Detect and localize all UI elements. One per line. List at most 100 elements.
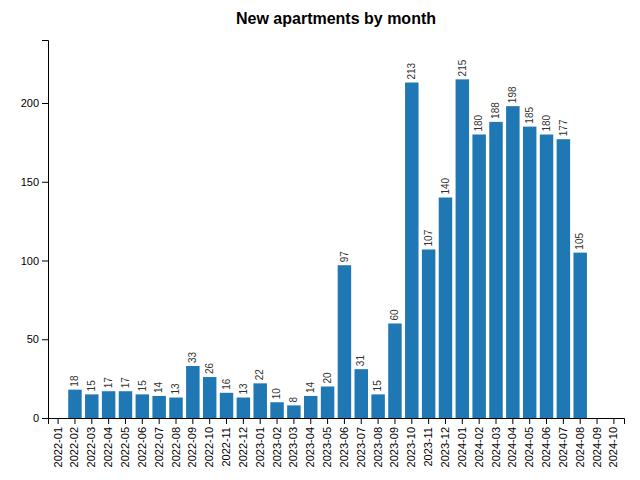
data-label: 26: [204, 362, 215, 374]
data-label: 13: [238, 383, 249, 395]
x-tick-mark: [529, 418, 530, 424]
x-tick: 2024-04: [506, 418, 518, 467]
x-tick-label: 2022-09: [186, 427, 198, 467]
x-tick-mark: [479, 418, 480, 424]
x-tick-mark: [613, 418, 614, 424]
x-tick: 2024-01: [456, 418, 468, 467]
x-tick-label: 2024-09: [591, 427, 603, 467]
x-tick-label: 2023-07: [355, 427, 367, 467]
bar: [152, 396, 165, 418]
bar: [540, 135, 553, 419]
bar: [51, 418, 64, 419]
x-tick: 2024-02: [473, 418, 485, 467]
x-tick-mark: [176, 418, 177, 424]
data-label: 14: [305, 381, 316, 393]
x-tick-mark: [142, 418, 143, 424]
plot: 2022-012022-022022-032022-042022-052022-…: [21, 41, 625, 468]
bar: [523, 127, 536, 418]
x-tick-mark: [597, 418, 598, 424]
data-label: 188: [490, 102, 501, 119]
x-tick-mark: [226, 418, 227, 424]
x-tick: 2023-12: [439, 418, 451, 467]
data-label: 14: [153, 381, 164, 393]
x-tick-label: 2024-04: [506, 427, 518, 467]
data-label: 13: [170, 383, 181, 395]
x-tick-label: 2023-05: [321, 427, 333, 467]
x-tick-label: 2023-06: [338, 427, 350, 467]
x-tick-label: 2022-07: [153, 427, 165, 467]
y-tick-label: 0: [33, 412, 39, 424]
x-tick-mark: [108, 418, 109, 424]
data-label: 15: [372, 380, 383, 392]
y-tick: 100: [21, 255, 48, 267]
bar: [253, 383, 266, 418]
x-tick-label: 2023-01: [254, 427, 266, 467]
data-label: 15: [86, 380, 97, 392]
bar: [607, 418, 620, 419]
bar: [186, 366, 199, 418]
x-tick-label: 2024-07: [557, 427, 569, 467]
data-label: 198: [507, 86, 518, 103]
x-tick: 2022-12: [237, 418, 249, 467]
bar: [321, 387, 334, 419]
data-labels: 1815171715141333261613221081420973115602…: [69, 59, 585, 402]
x-tick-mark: [411, 418, 412, 424]
x-tick: 2024-05: [523, 418, 535, 467]
y-tick-mark: [42, 103, 48, 104]
y-tick-mark: [42, 418, 48, 419]
x-tick-mark: [192, 418, 193, 424]
x-tick: 2023-03: [287, 418, 299, 467]
bar: [68, 390, 81, 418]
bar: [220, 393, 233, 418]
x-tick-mark: [462, 418, 463, 424]
x-tick-mark: [125, 418, 126, 424]
x-tick-label: 2024-02: [473, 427, 485, 467]
x-tick-mark: [327, 418, 328, 424]
x-tick: 2022-11: [220, 418, 232, 467]
x-tick: 2024-07: [557, 418, 569, 467]
x-tick-mark: [394, 418, 395, 424]
x-tick-label: 2022-04: [102, 427, 114, 467]
x-tick-mark: [378, 418, 379, 424]
x-tick-label: 2023-11: [422, 427, 434, 467]
bar: [355, 369, 368, 418]
x-tick: 2023-06: [338, 418, 350, 467]
x-tick-mark: [580, 418, 581, 424]
x-tick-mark: [243, 418, 244, 424]
x-tick-mark: [310, 418, 311, 424]
x-axis: 2022-012022-022022-032022-042022-052022-…: [49, 418, 625, 467]
y-tick-label: 100: [21, 255, 39, 267]
x-tick-mark: [277, 418, 278, 424]
x-tick: 2023-09: [388, 418, 400, 467]
x-tick-mark: [344, 418, 345, 424]
bar: [237, 398, 250, 418]
x-tick-label: 2022-05: [119, 427, 131, 467]
y-tick-label: 150: [21, 176, 39, 188]
bar: [422, 249, 435, 418]
x-tick: 2022-02: [68, 418, 80, 467]
x-tick-label: 2023-10: [405, 427, 417, 467]
x-tick-label: 2023-09: [388, 427, 400, 467]
x-tick-label: 2024-08: [574, 427, 586, 467]
x-tick-mark: [209, 418, 210, 424]
bar: [102, 391, 115, 418]
x-tick-label: 2023-04: [304, 427, 316, 467]
y-tick: 50: [27, 333, 48, 345]
y-tick: 150: [21, 176, 48, 188]
data-label: 97: [339, 251, 350, 263]
x-tick: 2022-03: [85, 418, 97, 467]
x-tick: 2023-01: [254, 418, 266, 467]
x-tick-mark: [496, 418, 497, 424]
bar: [456, 79, 469, 418]
bar: [506, 106, 519, 418]
x-tick: 2023-02: [271, 418, 283, 467]
x-tick-label: 2023-02: [271, 427, 283, 467]
x-tick: 2022-04: [102, 418, 114, 467]
data-label: 180: [473, 114, 484, 131]
x-tick-label: 2023-12: [439, 427, 451, 467]
data-label: 185: [524, 107, 535, 124]
data-label: 140: [440, 177, 451, 194]
data-label: 10: [271, 388, 282, 400]
bar: [119, 391, 132, 418]
x-tick: 2024-06: [540, 418, 552, 467]
